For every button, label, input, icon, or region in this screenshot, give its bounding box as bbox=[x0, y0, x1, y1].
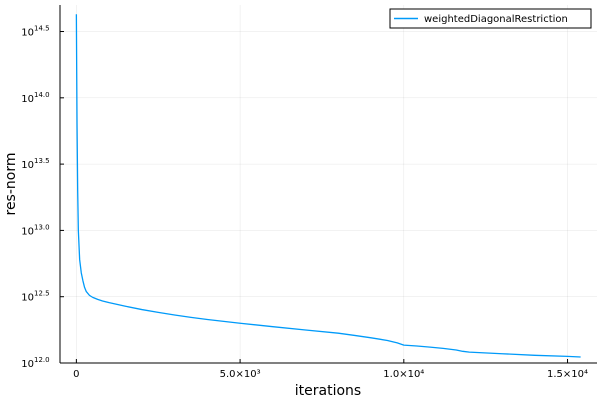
y-tick-label: 10 13.5 bbox=[21, 157, 49, 171]
y-tick-base: 10 bbox=[21, 94, 34, 105]
y-ticks: 10 12.010 12.510 13.010 13.510 14.010 14.5 bbox=[21, 25, 64, 370]
y-tick-label: 10 14.0 bbox=[21, 91, 49, 105]
y-tick-exponent: 12.5 bbox=[34, 290, 50, 298]
y-tick-exponent: 14.0 bbox=[34, 91, 50, 99]
x-axis-title: iterations bbox=[295, 383, 361, 399]
y-tick-exponent: 13.5 bbox=[34, 157, 50, 165]
y-tick-label: 10 14.5 bbox=[21, 25, 49, 39]
legend-box bbox=[389, 8, 592, 29]
x-tick-label: 5.0×10³ bbox=[220, 369, 261, 380]
plot-background bbox=[60, 5, 597, 363]
y-tick-base: 10 bbox=[21, 226, 34, 237]
legend: weightedDiagonalRestriction bbox=[389, 8, 592, 29]
grid bbox=[60, 5, 597, 364]
y-tick-label: 10 12.5 bbox=[21, 290, 49, 304]
y-tick-exponent: 12.0 bbox=[34, 356, 50, 364]
y-tick-base: 10 bbox=[21, 359, 34, 370]
y-tick-exponent: 14.5 bbox=[34, 25, 50, 33]
y-tick-base: 10 bbox=[21, 160, 34, 171]
x-tick-label: 1.5×10⁴ bbox=[547, 369, 588, 380]
y-tick-base: 10 bbox=[21, 28, 34, 39]
y-axis-title: res-norm bbox=[3, 153, 19, 216]
y-tick-base: 10 bbox=[21, 293, 34, 304]
x-ticks: 0 5.0×10³ 1.0×10⁴ 1.5×10⁴ bbox=[73, 359, 588, 380]
legend-label: weightedDiagonalRestriction bbox=[424, 14, 568, 25]
series-line-1 bbox=[75, 14, 581, 358]
x-tick-label: 1.0×10⁴ bbox=[383, 369, 424, 380]
axes bbox=[59, 5, 597, 364]
x-tick-label: 0 bbox=[73, 369, 79, 380]
series bbox=[75, 14, 581, 358]
y-tick-label: 10 13.0 bbox=[21, 223, 49, 237]
y-tick-label: 10 12.0 bbox=[21, 356, 49, 370]
y-tick-exponent: 13.0 bbox=[34, 223, 50, 231]
